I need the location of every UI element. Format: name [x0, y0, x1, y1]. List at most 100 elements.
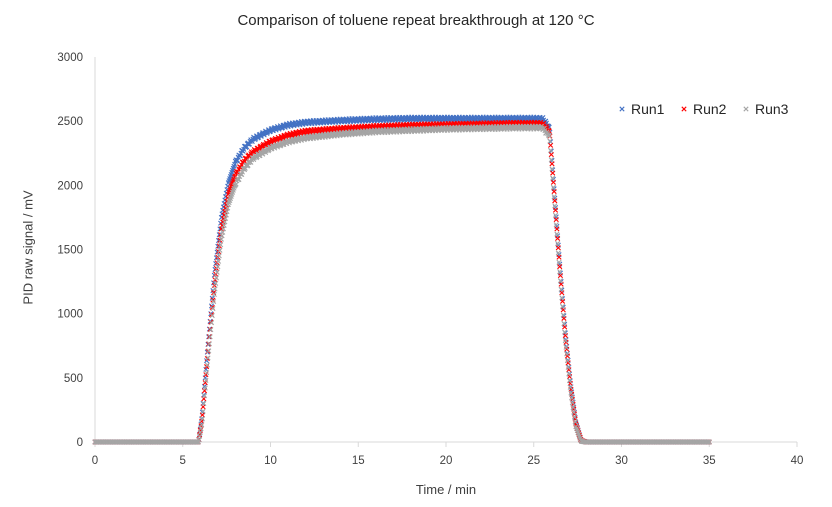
data-point — [548, 151, 554, 158]
data-point — [557, 273, 564, 279]
data-point — [564, 358, 571, 364]
data-point — [205, 355, 211, 361]
data-point — [563, 344, 569, 350]
data-point — [555, 245, 561, 251]
data-point — [570, 404, 576, 411]
data-point — [198, 425, 204, 432]
data-point — [201, 393, 208, 399]
data-point — [556, 254, 562, 260]
data-point — [550, 175, 556, 181]
data-point — [557, 269, 563, 275]
data-point — [215, 237, 222, 244]
data-point — [552, 212, 559, 218]
data-point — [203, 377, 209, 383]
data-point — [566, 378, 573, 384]
data-point — [204, 362, 210, 368]
y-tick-label: 2500 — [57, 116, 83, 128]
data-point — [206, 341, 213, 347]
data-point — [572, 419, 578, 425]
data-point — [201, 400, 207, 407]
data-point — [197, 429, 203, 435]
data-point — [556, 259, 562, 265]
data-point — [550, 184, 556, 190]
data-point — [554, 231, 560, 237]
data-point — [548, 142, 554, 148]
data-point — [548, 147, 554, 154]
data-point — [567, 384, 573, 390]
data-point — [566, 371, 572, 377]
data-point — [569, 400, 575, 406]
data-point — [565, 364, 571, 370]
data-point — [209, 313, 215, 319]
legend-label-run1: Run1 — [631, 101, 665, 117]
data-point — [550, 170, 556, 176]
axes: 0 5 10 15 20 25 30 35 40 0 500 1000 1500 2000 2500 3000 — [57, 52, 803, 467]
data-point — [554, 226, 560, 232]
data-point — [560, 312, 566, 318]
legend-label-run2: Run2 — [693, 101, 727, 117]
data-point — [196, 437, 202, 443]
series-run2 — [92, 119, 712, 445]
data-point — [569, 395, 575, 401]
legend-marker-run1 — [619, 106, 625, 112]
data-point — [215, 258, 222, 264]
data-point — [562, 329, 568, 335]
x-tick-label: 35 — [703, 455, 716, 467]
data-point — [215, 264, 221, 270]
data-point — [552, 203, 558, 209]
x-tick-label: 30 — [615, 455, 628, 467]
data-point — [197, 433, 203, 439]
data-point — [706, 439, 712, 445]
y-axis-label: PID raw signal / mV — [20, 190, 36, 305]
x-tick-label: 40 — [791, 455, 804, 467]
x-tick-label: 15 — [352, 455, 365, 467]
x-tick-label: 20 — [440, 455, 453, 467]
data-point — [214, 249, 220, 255]
data-point — [553, 222, 559, 228]
data-point — [213, 280, 219, 286]
data-point — [210, 305, 216, 312]
data-point — [216, 253, 222, 259]
data-point — [548, 157, 554, 163]
data-point — [207, 334, 213, 340]
data-point — [558, 286, 564, 292]
data-point — [206, 348, 212, 354]
data-point — [218, 242, 224, 248]
data-point — [547, 138, 553, 144]
x-tick-label: 10 — [264, 455, 277, 467]
data-point — [562, 338, 568, 344]
data-point — [559, 303, 566, 309]
data-point — [553, 216, 559, 223]
data-point — [555, 250, 561, 256]
x-axis-label: Time / min — [415, 482, 477, 497]
data-point — [212, 286, 218, 292]
data-point — [199, 422, 205, 428]
data-point — [564, 351, 570, 357]
chart-title: Comparison of toluene repeat breakthroug… — [237, 12, 595, 29]
data-point — [551, 194, 557, 200]
data-point — [550, 179, 556, 185]
data-point — [199, 416, 205, 422]
data-point — [211, 298, 217, 305]
data-point — [208, 320, 215, 326]
data-point — [213, 275, 220, 281]
data-point — [552, 207, 559, 213]
data-point — [546, 133, 552, 139]
legend-marker-run3 — [743, 106, 749, 112]
y-tick-label: 1000 — [57, 309, 83, 321]
data-point — [549, 161, 555, 167]
x-tick-label: 0 — [92, 455, 98, 467]
data-point — [211, 291, 217, 298]
data-point — [215, 243, 221, 249]
data-point — [555, 235, 561, 241]
data-point — [568, 390, 574, 396]
data-point — [571, 414, 578, 420]
data-point — [555, 240, 561, 247]
data-point — [204, 370, 210, 376]
data-point — [214, 269, 220, 275]
y-tick-label: 500 — [64, 373, 83, 385]
data-point — [557, 264, 563, 270]
y-tick-label: 0 — [77, 437, 83, 449]
y-tick-label: 1500 — [57, 245, 83, 257]
